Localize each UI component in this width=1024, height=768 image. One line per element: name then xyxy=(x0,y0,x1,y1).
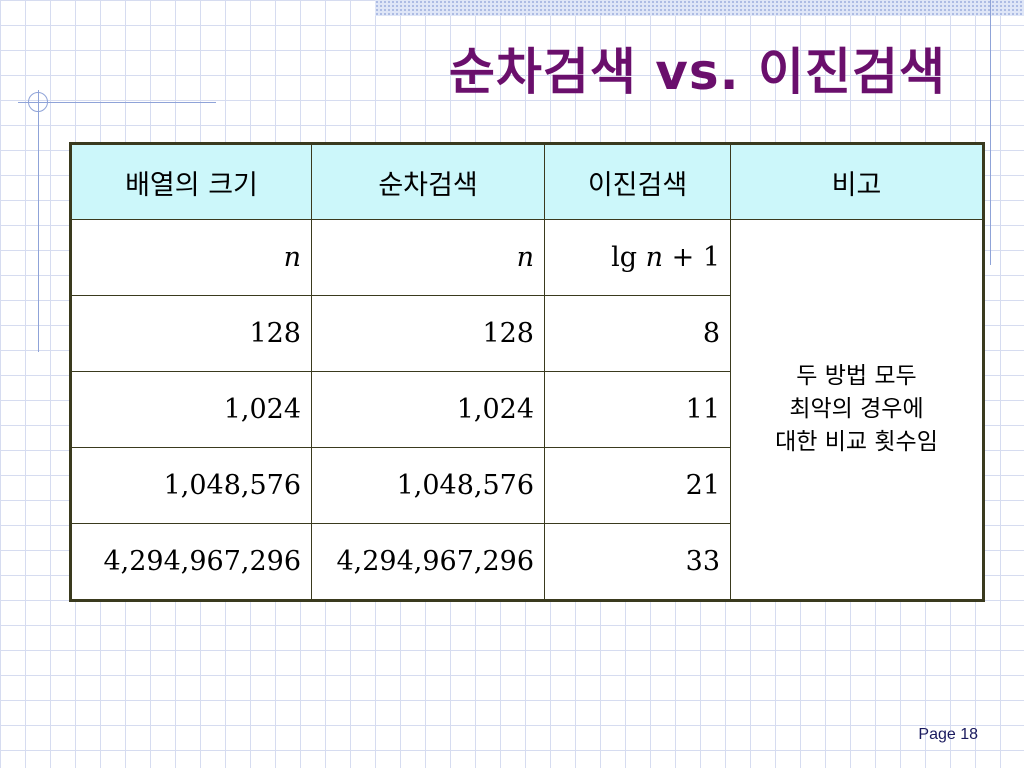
comparison-table: 배열의 크기 순차검색 이진검색 비고 n n lg n + 1 두 방법 모두… xyxy=(69,142,985,602)
note-line: 두 방법 모두 xyxy=(796,363,917,389)
table-row: 1,048,576 1,048,576 21 xyxy=(70,447,984,524)
cell-array-size: 128 xyxy=(70,295,312,372)
cell-value: n xyxy=(283,242,301,273)
cell-sequential-search: 1,024 xyxy=(311,371,545,448)
table-row: 1,024 1,024 11 xyxy=(70,371,984,448)
page-number: Page 18 xyxy=(918,726,978,743)
cell-sequential-search: 1,048,576 xyxy=(311,447,545,524)
table-header-row: 배열의 크기 순차검색 이진검색 비고 xyxy=(70,143,984,220)
cell-binary-search: 33 xyxy=(544,523,731,601)
cell-binary-search: lg n + 1 xyxy=(544,219,731,296)
cell-binary-search: 21 xyxy=(544,447,731,524)
header-sequential-search: 순차검색 xyxy=(311,143,545,220)
decorative-left-horizontal-line xyxy=(18,102,216,103)
header-remarks: 비고 xyxy=(730,143,984,220)
cell-sequential-search: 128 xyxy=(311,295,545,372)
cell-array-size: 1,024 xyxy=(70,371,312,448)
cell-array-size: 4,294,967,296 xyxy=(70,523,312,601)
decorative-circle xyxy=(28,92,48,112)
cell-binary-search: 8 xyxy=(544,295,731,372)
decorative-right-line xyxy=(990,0,991,265)
decorative-left-vertical-line xyxy=(38,90,39,352)
table-row: 128 128 8 xyxy=(70,295,984,372)
cell-binary-search: 11 xyxy=(544,371,731,448)
note-line: 대한 비교 횟수임 xyxy=(775,429,938,455)
cell-value: n xyxy=(516,242,534,273)
note-line: 최악의 경우에 xyxy=(789,396,924,422)
cell-array-size: n xyxy=(70,219,312,296)
cell-array-size: 1,048,576 xyxy=(70,447,312,524)
slide-title: 순차검색 vs. 이진검색 xyxy=(448,43,946,101)
header-binary-search: 이진검색 xyxy=(544,143,731,220)
table-row: n n lg n + 1 두 방법 모두 최악의 경우에 대한 비교 횟수임 xyxy=(70,219,984,601)
cell-sequential-search: 4,294,967,296 xyxy=(311,523,545,601)
header-array-size: 배열의 크기 xyxy=(70,143,312,220)
decorative-top-bar xyxy=(375,0,1024,16)
table-row: 4,294,967,296 4,294,967,296 33 xyxy=(70,523,984,601)
cell-remarks: 두 방법 모두 최악의 경우에 대한 비교 횟수임 xyxy=(730,219,984,601)
cell-sequential-search: n xyxy=(311,219,545,296)
